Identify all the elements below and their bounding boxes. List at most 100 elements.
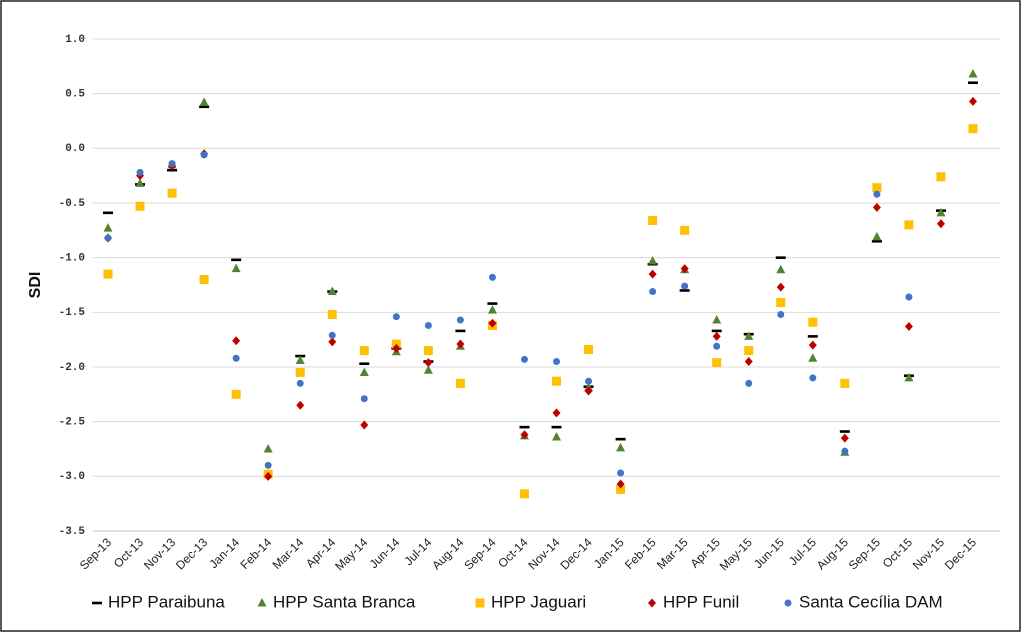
y-tick-label: -2.0 (59, 362, 85, 374)
point (423, 365, 433, 374)
point (553, 358, 561, 366)
point (872, 231, 882, 241)
point (135, 178, 145, 187)
legend-label: Santa Cecília DAM (799, 592, 943, 611)
point (520, 355, 528, 363)
point (392, 343, 401, 353)
legend-label: HPP Jaguari (491, 592, 586, 611)
point (904, 372, 914, 382)
point (199, 97, 209, 106)
point (872, 183, 882, 193)
point (840, 378, 850, 388)
point (552, 431, 562, 441)
point (776, 297, 786, 307)
point (327, 286, 337, 296)
point (648, 255, 658, 265)
point (712, 331, 721, 341)
point (327, 310, 337, 320)
point (103, 269, 113, 279)
point (744, 331, 754, 340)
point (359, 346, 369, 356)
point (808, 353, 818, 362)
point (968, 124, 978, 134)
point (519, 425, 530, 429)
point (585, 377, 593, 385)
y-tick-label: -1.0 (59, 253, 85, 265)
y-tick-label: 1.0 (65, 34, 85, 46)
y-tick-label: -3.0 (59, 471, 85, 483)
point (871, 239, 882, 243)
point (616, 442, 626, 452)
y-tick-label: 0.0 (65, 143, 85, 155)
legend-label: HPP Funil (663, 592, 739, 611)
point (424, 358, 433, 368)
point (263, 444, 273, 453)
point (680, 225, 690, 235)
point (969, 96, 977, 106)
point (328, 331, 336, 339)
point (135, 201, 145, 211)
point (711, 329, 722, 333)
point (968, 81, 978, 85)
point (295, 355, 305, 364)
point (745, 379, 753, 387)
point (744, 357, 753, 367)
point (359, 367, 369, 376)
point (648, 215, 658, 225)
y-tick-label: -1.5 (59, 307, 86, 319)
point (520, 430, 529, 440)
point (136, 168, 144, 176)
point (103, 211, 113, 215)
point (487, 305, 497, 314)
point (392, 313, 400, 321)
point (232, 354, 240, 362)
point (360, 395, 368, 403)
point (649, 288, 657, 296)
point (104, 234, 112, 242)
point (776, 264, 786, 274)
point (712, 358, 722, 368)
point (904, 220, 914, 230)
point (777, 311, 785, 319)
y-tick-label: -3.5 (59, 526, 86, 538)
legend-label: HPP Paraibuna (108, 592, 225, 611)
point (808, 317, 818, 327)
point (616, 484, 626, 494)
point (807, 335, 818, 338)
point (359, 362, 370, 366)
point (455, 378, 465, 388)
point (552, 408, 561, 418)
point (840, 433, 849, 443)
point (839, 430, 850, 433)
point (456, 316, 464, 324)
point (872, 202, 881, 212)
point (841, 447, 849, 455)
point (936, 207, 946, 217)
legend-label: HPP Santa Branca (273, 592, 416, 611)
point (199, 275, 209, 285)
point (167, 188, 177, 198)
point (231, 389, 241, 399)
point (455, 329, 466, 333)
point (968, 68, 978, 78)
point (200, 151, 208, 159)
y-tick-label: -0.5 (59, 198, 86, 210)
point (199, 105, 210, 109)
y-tick-label: 0.5 (65, 89, 85, 101)
point (264, 461, 272, 469)
point (231, 258, 242, 262)
point (712, 314, 722, 324)
legend-marker (92, 601, 102, 605)
point (617, 469, 625, 477)
legend-marker (648, 598, 656, 608)
point (551, 425, 562, 429)
point (424, 321, 432, 329)
point (552, 376, 562, 386)
point (936, 172, 946, 182)
point (296, 400, 305, 410)
point (168, 160, 176, 168)
point (487, 302, 498, 305)
legend-marker (784, 599, 792, 607)
point (713, 342, 721, 350)
